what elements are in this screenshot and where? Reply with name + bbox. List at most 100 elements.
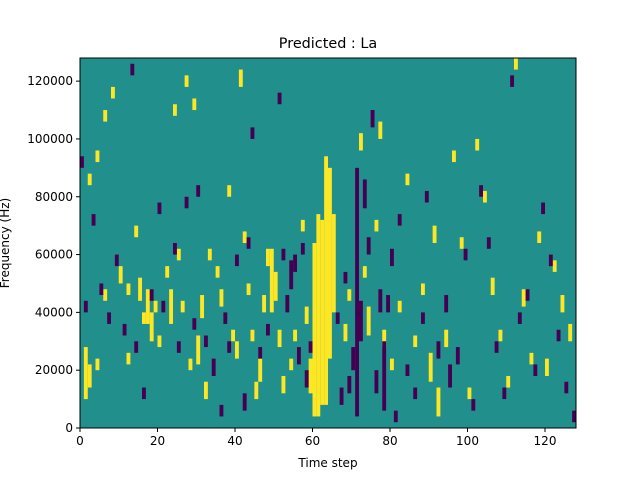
heatmap-cell-low [455,347,460,365]
heatmap-cell-high [157,335,162,348]
heatmap-cell-low [486,237,491,249]
heatmap-cell-low [533,364,538,376]
heatmap-cell-high [269,248,274,313]
heatmap-cell-high [235,341,239,359]
heatmap-cell-high [153,300,158,313]
heatmap-cell-high [165,266,170,278]
heatmap-cell-low [223,312,228,324]
heatmap-cell-low [556,329,561,342]
heatmap-cell-low [366,237,371,255]
heatmap-cell-low [339,387,344,405]
heatmap-cell-high [359,133,363,151]
heatmap-cell-high [200,295,205,319]
heatmap-cell-low [130,63,135,76]
heatmap-cell-high [142,312,146,324]
heatmap-cell-low [289,260,294,290]
heatmap-cell-high [300,219,305,232]
heatmap-cell-high [149,312,154,342]
heatmap-cell-high [219,289,224,307]
heatmap-cell-high [134,225,139,238]
heatmap-cell-low [176,341,181,353]
heatmap-cell-low [266,323,270,336]
heatmap-cell-low [405,364,410,376]
heatmap-cell-high [126,283,131,296]
heatmap-cell-high [483,190,487,203]
heatmap-cell-high [204,381,208,400]
heatmap-cell-low [494,341,499,353]
heatmap-cell-high [467,387,472,400]
y-tick-label: 120000 [27,74,73,88]
y-axis: 0 20000 40000 60000 80000 100000 120000 [27,74,80,435]
heatmap-cell-low [351,347,356,371]
heatmap-cell-low [541,202,546,215]
heatmap-cell-low [471,399,476,411]
heatmap-cell-high [328,167,332,359]
heatmap-cell-high [83,347,88,400]
x-axis-label: Time step [297,456,357,470]
y-tick-label: 80000 [35,190,73,204]
heatmap-cell-high [289,358,294,371]
heatmap-cell-high [145,289,150,324]
heatmap-cell-low [444,295,449,313]
heatmap-cell-high [382,329,387,348]
heatmap-cell-high [444,329,449,348]
heatmap-cell-low [300,243,305,255]
heatmap-cell-low [436,341,441,359]
heatmap-cell-high [176,248,181,261]
heatmap-cell-low [297,347,301,365]
heatmap-cell-high [281,375,286,394]
heatmap-cell-high [331,214,336,313]
heatmap-cell-low [242,393,247,411]
heatmap-cell-high [475,138,480,151]
heatmap-cell-high [258,358,263,382]
heatmap-cell-high [436,387,441,417]
heatmap-cell-high [498,329,503,342]
heatmap-cell-high [552,260,557,272]
heatmap-cell-high [266,248,270,267]
heatmap-cell-low [107,312,112,324]
heatmap-cell-low [258,347,263,359]
heatmap-cell-high [138,277,143,301]
heatmap-cell-low [479,185,484,197]
x-tick-label: 60 [305,434,320,448]
heatmap-cell-low [235,254,239,267]
heatmap-cell-low [548,254,553,267]
heatmap-cell-low [293,254,298,272]
heatmap-cell-high [207,248,212,261]
heatmap-cell-high [428,352,433,382]
heatmap-cell-high [180,300,185,313]
heatmap-cell-high [250,329,255,342]
heatmap-cell-low [370,110,375,128]
plot-frame [79,57,577,429]
heatmap-cell-low [227,341,232,353]
heatmap-cell-high [362,266,367,278]
heatmap-cell-low [463,248,468,261]
heatmap-cell-high [343,323,348,342]
heatmap-cell-low [184,196,189,209]
heatmap-cell-high [103,289,108,301]
heatmap-cell-high [95,150,100,163]
heatmap-cell-low [149,289,154,301]
heatmap-cell-low [502,387,507,400]
heatmap-cell-low [572,410,577,423]
heatmap-cell-low [390,248,394,267]
heatmap-cell-high [173,104,177,116]
heatmap-cell-low [277,92,282,105]
heatmap-cell-high [432,225,437,243]
heatmap-cell-low [424,190,429,203]
heatmap-cell-high [196,335,201,365]
heatmap-cell-high [514,58,518,70]
heatmap-cell-high [215,266,220,278]
heatmap-cell-low [347,375,352,394]
chart-title: Predicted : La [279,36,377,52]
heatmap-cell-high [374,219,379,232]
heatmap-cell-low [355,167,360,417]
heatmap-cell-high [506,375,511,388]
heatmap-cell-high [238,69,243,87]
heatmap-cell-low [99,283,104,296]
heatmap-cell-low [285,295,290,313]
y-tick-label: 20000 [35,363,73,377]
heatmap-cell-high [262,295,267,313]
heatmap-cell-low [397,214,402,226]
heatmap-cell-high [366,306,371,336]
